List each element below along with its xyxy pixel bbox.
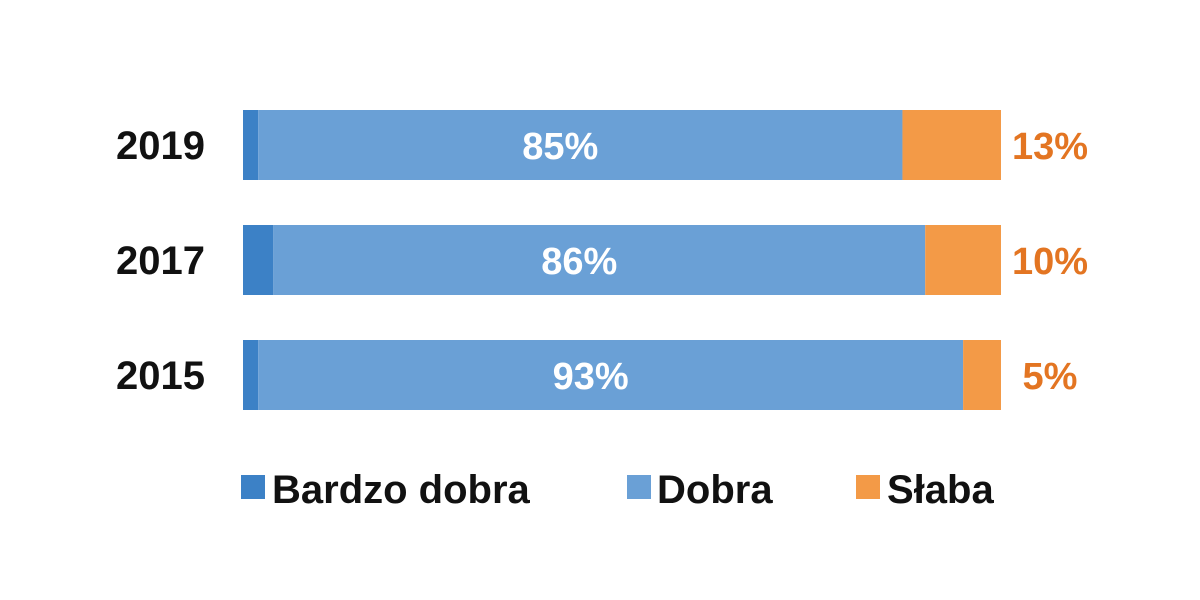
- bar-segment-2019-2: [258, 110, 903, 180]
- bar-segment-2015-3: [963, 340, 1001, 410]
- data-label-dobra-2019: 85%: [522, 126, 598, 168]
- data-label-slaba-2017: 10%: [1012, 241, 1088, 283]
- category-label-2019: 2019: [116, 124, 205, 168]
- data-label-dobra-2017: 86%: [541, 241, 617, 283]
- bar-segment-2017-2: [273, 225, 926, 295]
- bar-segment-2015-1: [243, 340, 259, 410]
- legend-swatch-2: [627, 475, 651, 499]
- bar-segment-2017-3: [925, 225, 1001, 295]
- category-label-2015: 2015: [116, 354, 205, 398]
- bar-segment-2019-3: [902, 110, 1001, 180]
- bar-segment-2017-1: [243, 225, 274, 295]
- legend-swatch-1: [241, 475, 265, 499]
- legend-label-1: Bardzo dobra: [272, 468, 531, 512]
- legend-swatch-3: [856, 475, 880, 499]
- legend-label-3: Słaba: [887, 468, 994, 512]
- category-label-2017: 2017: [116, 239, 205, 283]
- legend-label-2: Dobra: [657, 468, 773, 512]
- bar-segment-2019-1: [243, 110, 259, 180]
- data-label-dobra-2015: 93%: [553, 356, 629, 398]
- bar-segment-2015-2: [258, 340, 964, 410]
- data-label-slaba-2015: 5%: [1023, 356, 1078, 398]
- data-label-slaba-2019: 13%: [1012, 126, 1088, 168]
